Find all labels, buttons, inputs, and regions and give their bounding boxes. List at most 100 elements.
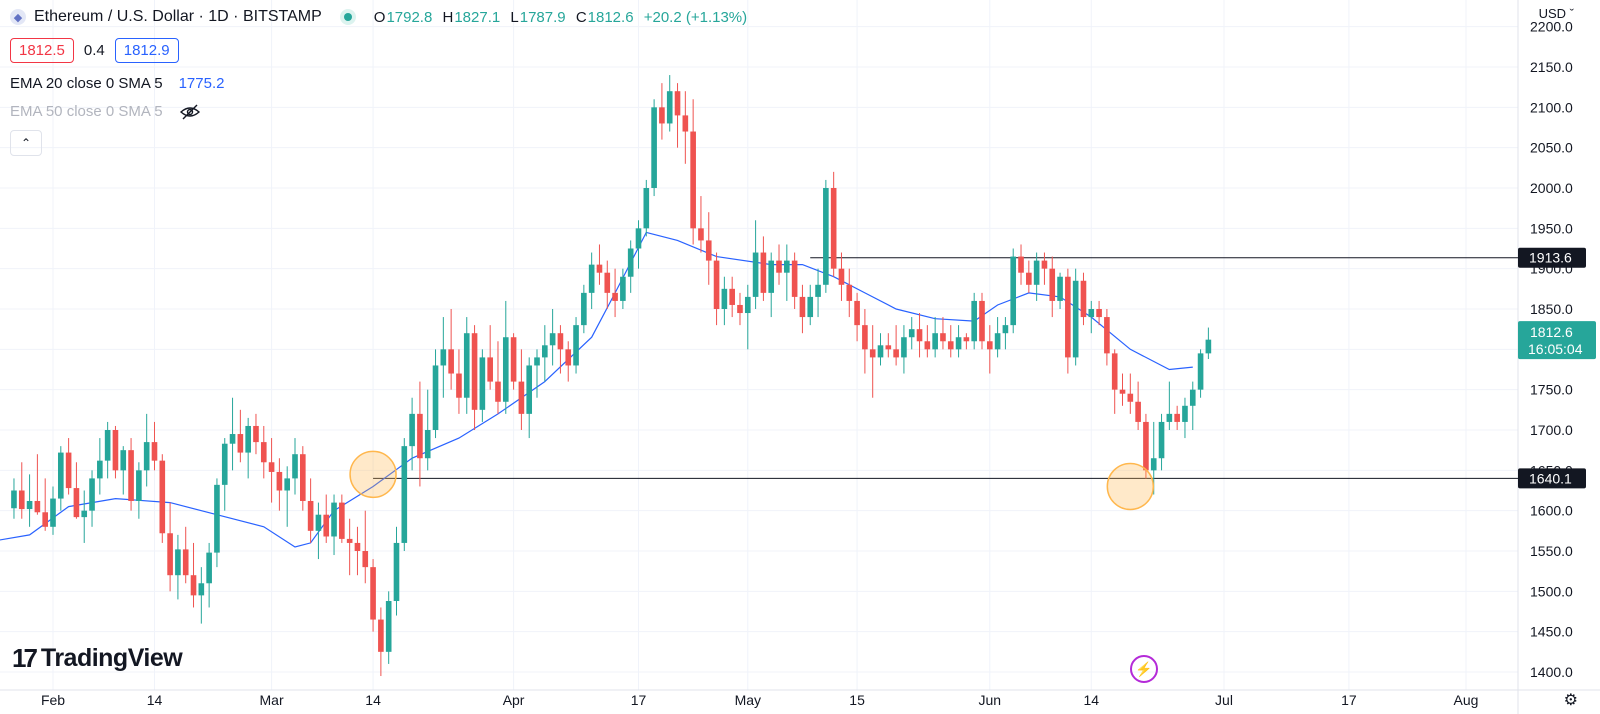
candle[interactable] bbox=[300, 446, 306, 511]
candle[interactable] bbox=[463, 317, 470, 414]
candle[interactable] bbox=[331, 494, 337, 556]
candle[interactable] bbox=[385, 591, 392, 664]
candle[interactable] bbox=[448, 309, 454, 390]
candle[interactable] bbox=[752, 220, 759, 309]
candle[interactable] bbox=[1010, 248, 1017, 334]
candle[interactable] bbox=[1088, 300, 1095, 334]
candle[interactable] bbox=[698, 196, 704, 253]
candle[interactable] bbox=[1166, 381, 1173, 430]
candle[interactable] bbox=[627, 240, 634, 293]
buy-button[interactable]: 1812.9 bbox=[114, 38, 179, 63]
time-tick-label[interactable]: 17 bbox=[631, 692, 647, 708]
candle[interactable] bbox=[221, 438, 228, 511]
candle[interactable] bbox=[885, 333, 892, 358]
candle[interactable] bbox=[690, 99, 696, 245]
candle[interactable] bbox=[81, 490, 88, 543]
candle[interactable] bbox=[1205, 327, 1212, 360]
candle[interactable] bbox=[143, 413, 150, 487]
time-tick-label[interactable]: 14 bbox=[147, 692, 163, 708]
candle[interactable] bbox=[198, 567, 205, 624]
candle[interactable] bbox=[1143, 413, 1149, 479]
candle[interactable] bbox=[284, 466, 291, 527]
candle[interactable] bbox=[159, 454, 166, 543]
candle[interactable] bbox=[1189, 381, 1196, 430]
time-tick-label[interactable]: 17 bbox=[1341, 692, 1357, 708]
time-tick-label[interactable]: Mar bbox=[260, 692, 284, 708]
candle[interactable] bbox=[214, 478, 220, 568]
bar-countdown-label[interactable]: 16:05:04 bbox=[1528, 341, 1583, 357]
candle[interactable] bbox=[947, 325, 954, 358]
settings-gear-icon[interactable]: ⚙ bbox=[1563, 692, 1578, 709]
candle[interactable] bbox=[354, 526, 361, 576]
time-tick-label[interactable]: 15 bbox=[849, 692, 865, 708]
candle[interactable] bbox=[432, 349, 439, 439]
candle[interactable] bbox=[534, 349, 540, 398]
tradingview-logo[interactable]: 17 TradingView bbox=[12, 643, 183, 673]
candle[interactable] bbox=[1072, 268, 1079, 366]
candle[interactable] bbox=[456, 349, 462, 414]
candle[interactable] bbox=[526, 357, 533, 439]
candle[interactable] bbox=[744, 284, 751, 350]
time-tick-label[interactable]: Feb bbox=[41, 692, 65, 708]
candle[interactable] bbox=[424, 389, 431, 471]
level-tag-bg[interactable] bbox=[1518, 247, 1586, 268]
candles[interactable] bbox=[11, 75, 1212, 677]
candle[interactable] bbox=[471, 325, 478, 430]
candle[interactable] bbox=[557, 325, 564, 374]
candle[interactable] bbox=[89, 470, 95, 527]
candle[interactable] bbox=[823, 179, 829, 293]
candle[interactable] bbox=[120, 446, 127, 495]
candle[interactable] bbox=[1065, 268, 1071, 374]
candle[interactable] bbox=[846, 268, 853, 318]
candle[interactable] bbox=[378, 607, 384, 677]
candle[interactable] bbox=[104, 421, 111, 479]
candle[interactable] bbox=[1002, 317, 1009, 350]
candle[interactable] bbox=[729, 276, 735, 318]
candle[interactable] bbox=[1135, 381, 1141, 430]
candle[interactable] bbox=[830, 171, 837, 277]
candle[interactable] bbox=[596, 244, 603, 285]
candle[interactable] bbox=[620, 268, 626, 309]
candle[interactable] bbox=[549, 309, 556, 366]
candle[interactable] bbox=[932, 317, 938, 358]
candle[interactable] bbox=[760, 236, 767, 301]
time-axis[interactable]: Feb 14 Mar 14 Apr 17 May 15 Jun 14 Jul 17 Aug bbox=[41, 692, 1479, 708]
collapse-legend-button[interactable]: ⌃ bbox=[10, 130, 42, 156]
candle[interactable] bbox=[713, 252, 720, 326]
candle[interactable] bbox=[1080, 272, 1087, 326]
candle[interactable] bbox=[791, 252, 798, 309]
candle[interactable] bbox=[1096, 300, 1102, 326]
candle[interactable] bbox=[292, 438, 298, 495]
candle[interactable] bbox=[237, 409, 244, 463]
candle[interactable] bbox=[167, 502, 173, 592]
candle[interactable] bbox=[955, 325, 962, 358]
candle[interactable] bbox=[307, 478, 314, 543]
candle[interactable] bbox=[97, 438, 103, 495]
candle[interactable] bbox=[128, 438, 134, 511]
candle[interactable] bbox=[175, 534, 181, 600]
symbol-title[interactable]: Ethereum / U.S. Dollar · 1D · BITSTAMP bbox=[34, 8, 322, 25]
candle[interactable] bbox=[1182, 397, 1188, 439]
candle[interactable] bbox=[682, 91, 689, 164]
candle[interactable] bbox=[26, 474, 33, 527]
currency-selector[interactable]: USD ˇ bbox=[1538, 6, 1574, 21]
candle[interactable] bbox=[1197, 349, 1204, 398]
candle[interactable] bbox=[440, 317, 447, 398]
candle[interactable] bbox=[1119, 373, 1126, 406]
candle[interactable] bbox=[229, 397, 236, 471]
candle[interactable] bbox=[838, 252, 845, 301]
candle[interactable] bbox=[612, 268, 618, 318]
candle[interactable] bbox=[245, 417, 251, 479]
last-price-tag[interactable] bbox=[1518, 321, 1596, 360]
candle[interactable] bbox=[721, 276, 728, 326]
candle[interactable] bbox=[112, 425, 119, 479]
candle[interactable] bbox=[573, 317, 579, 374]
symbol-header[interactable]: ◆ Ethereum / U.S. Dollar · 1D · BITSTAMP… bbox=[10, 8, 753, 26]
candle[interactable] bbox=[986, 325, 993, 374]
candle[interactable] bbox=[253, 413, 259, 455]
time-tick-label[interactable]: May bbox=[735, 692, 761, 708]
time-tick-label[interactable]: Apr bbox=[503, 692, 525, 708]
candle[interactable] bbox=[315, 502, 322, 560]
candle[interactable] bbox=[1018, 244, 1024, 285]
candle[interactable] bbox=[1033, 252, 1040, 301]
